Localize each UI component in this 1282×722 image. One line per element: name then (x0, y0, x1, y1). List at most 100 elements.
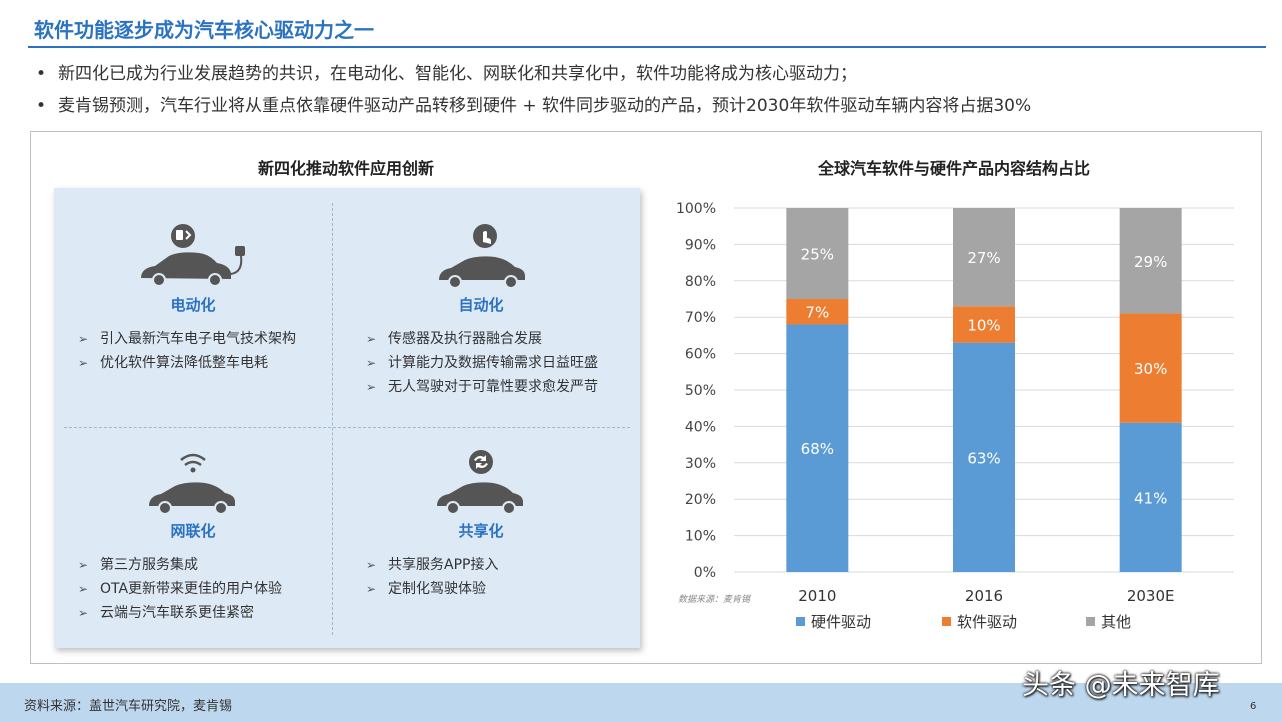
data-label: 27% (967, 249, 1000, 267)
arrow-bullet-icon: ➢ (366, 380, 377, 394)
quadrant-item-list: ➢ 引入最新汽车电子电气技术架构 ➢ 优化软件算法降低整车电耗 (58, 327, 328, 375)
legend-label: 软件驱动 (957, 613, 1017, 631)
x-tick-label: 2030E (1127, 587, 1175, 605)
arrow-bullet-icon: ➢ (78, 606, 89, 620)
bar-segment (786, 208, 849, 299)
shared-car-icon (437, 450, 523, 515)
page-number: 6 (1250, 701, 1257, 712)
quadrant-label: 网联化 (170, 522, 216, 540)
ev-charging-car-icon (141, 224, 245, 287)
data-label: 41% (1134, 489, 1167, 507)
quadrant-sharing: 共享化 ➢ 共享服务APP接入 ➢ 定制化驾驶体验 (346, 448, 616, 601)
bullet-text: 麦肯锡预测，汽车行业将从重点依靠硬件驱动产品转移到硬件 + 软件同步驱动的产品，… (58, 96, 1032, 116)
quadrant-item-text: 云端与汽车联系更佳紧密 (100, 605, 254, 621)
quadrant-item-text: 第三方服务集成 (100, 557, 198, 573)
quadrant-item: ➢ OTA更新带来更佳的用户体验 (78, 577, 328, 601)
bullet-item: • 新四化已成为行业发展趋势的共识，在电动化、智能化、网联化和共享化中，软件功能将… (36, 58, 1031, 90)
legend-label: 其他 (1101, 613, 1131, 631)
bar-segment (1119, 208, 1182, 314)
quadrant-item-text: 定制化驾驶体验 (388, 581, 486, 597)
connected-car-icon (149, 453, 235, 515)
legend-swatch (942, 617, 951, 626)
arrow-bullet-icon: ➢ (366, 558, 377, 572)
quadrant-item-text: OTA更新带来更佳的用户体验 (100, 581, 283, 597)
quadrant-label: 自动化 (458, 296, 504, 314)
content-frame (30, 131, 1262, 664)
data-label: 25% (801, 246, 834, 264)
bullet-item: • 麦肯锡预测，汽车行业将从重点依靠硬件驱动产品转移到硬件 + 软件同步驱动的产品… (36, 90, 1031, 122)
x-tick-label: 2010 (798, 587, 836, 605)
y-tick-label: 30% (685, 456, 716, 472)
quadrant-item: ➢ 云端与汽车联系更佳紧密 (78, 601, 328, 625)
quadrant-item: ➢ 共享服务APP接入 (366, 553, 616, 577)
bullet-list: • 新四化已成为行业发展趋势的共识，在电动化、智能化、网联化和共享化中，软件功能将… (36, 58, 1031, 122)
bullet-dot: • (36, 96, 47, 116)
y-tick-label: 20% (685, 492, 716, 508)
data-label: 7% (805, 304, 829, 322)
footer-bar: 资料来源：盖世汽车研究院，麦肯锡 6 (0, 683, 1282, 722)
quadrant-item-list: ➢ 第三方服务集成 ➢ OTA更新带来更佳的用户体验 ➢ 云端与汽车联系更佳紧密 (58, 553, 328, 625)
quadrant-item-text: 计算能力及数据传输需求日益旺盛 (388, 355, 598, 371)
y-tick-label: 70% (685, 310, 716, 326)
arrow-bullet-icon: ➢ (78, 582, 89, 596)
bar-segment (1119, 313, 1182, 423)
data-label: 30% (1134, 360, 1167, 378)
bar-segment (786, 299, 849, 325)
bar-segment (786, 324, 849, 572)
y-tick-label: 90% (685, 237, 716, 253)
quadrant-item: ➢ 计算能力及数据传输需求日益旺盛 (366, 351, 616, 375)
quadrant-item-text: 传感器及执行器融合发展 (388, 331, 542, 347)
arrow-bullet-icon: ➢ (366, 356, 377, 370)
quadrant-connectivity: 网联化 ➢ 第三方服务集成 ➢ OTA更新带来更佳的用户体验 ➢ 云端与汽车联系更佳紧… (58, 448, 328, 625)
quadrant-item-text: 共享服务APP接入 (388, 557, 499, 573)
arrow-bullet-icon: ➢ (78, 332, 89, 346)
stacked-bar-chart: 0% 10% 20% 30% 40% 50% 60% 70% 80% 90% 100% 68% 7% 25… (676, 201, 1234, 631)
bar-segment (953, 342, 1015, 572)
y-tick-label: 100% (676, 201, 716, 217)
y-tick-label: 40% (685, 419, 716, 435)
chart-title: 全球汽车软件与硬件产品内容结构占比 (817, 159, 1090, 178)
quadrant-item-list: ➢ 传感器及执行器融合发展 ➢ 计算能力及数据传输需求日益旺盛 ➢ 无人驾驶对于可靠性… (346, 327, 616, 399)
chart-source-note: 数据来源：麦肯锡 (678, 594, 751, 605)
y-tick-label: 80% (685, 274, 716, 290)
y-tick-label: 0% (694, 565, 716, 581)
data-label: 10% (967, 316, 1000, 334)
quadrant-item: ➢ 定制化驾驶体验 (366, 577, 616, 601)
title-rule (28, 46, 1266, 48)
quadrant-item: ➢ 无人驾驶对于可靠性要求愈发严苛 (366, 375, 616, 399)
quadrant-item: ➢ 第三方服务集成 (78, 553, 328, 577)
quadrant-item: ➢ 传感器及执行器融合发展 (366, 327, 616, 351)
watermark: 头条 @未来智库 (1022, 670, 1220, 701)
bar-segment (953, 306, 1015, 343)
legend-swatch (1086, 617, 1095, 626)
bar-segment (1119, 422, 1182, 572)
four-modernizations-panel (54, 188, 640, 648)
legend-swatch (796, 617, 805, 626)
data-label: 29% (1134, 253, 1167, 271)
quadrant-label: 共享化 (458, 522, 504, 540)
footer-source: 资料来源：盖世汽车研究院，麦肯锡 (24, 699, 233, 714)
y-tick-label: 60% (685, 347, 716, 363)
quadrant-item: ➢ 优化软件算法降低整车电耗 (78, 351, 328, 375)
data-label: 68% (801, 440, 834, 458)
quadrant-item-list: ➢ 共享服务APP接入 ➢ 定制化驾驶体验 (346, 553, 616, 601)
arrow-bullet-icon: ➢ (78, 356, 89, 370)
quadrant-electrification: 电动化 ➢ 引入最新汽车电子电气技术架构 ➢ 优化软件算法降低整车电耗 (58, 222, 328, 375)
y-tick-label: 10% (685, 529, 716, 545)
arrow-bullet-icon: ➢ (78, 558, 89, 572)
quadrant-item: ➢ 引入最新汽车电子电气技术架构 (78, 327, 328, 351)
quadrant-label: 电动化 (170, 296, 216, 314)
slide-title: 软件功能逐步成为汽车核心驱动力之一 (34, 18, 374, 42)
y-tick-label: 50% (685, 383, 716, 399)
x-tick-label: 2016 (965, 587, 1003, 605)
autonomous-car-icon (439, 224, 525, 289)
bullet-text: 新四化已成为行业发展趋势的共识，在电动化、智能化、网联化和共享化中，软件功能将成… (58, 64, 857, 84)
quadrant-item-text: 优化软件算法降低整车电耗 (100, 355, 268, 371)
panel-vertical-divider (332, 203, 333, 635)
data-label: 63% (967, 449, 1000, 467)
left-panel-title: 新四化推动软件应用创新 (257, 159, 434, 178)
panel-horizontal-divider (64, 427, 630, 428)
quadrant-item-text: 引入最新汽车电子电气技术架构 (100, 331, 296, 347)
arrow-bullet-icon: ➢ (366, 582, 377, 596)
bullet-dot: • (36, 64, 47, 84)
